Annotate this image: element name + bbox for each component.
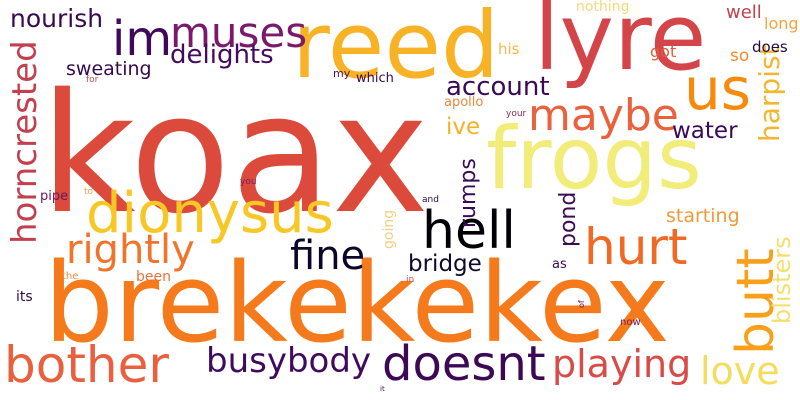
word-us: us	[684, 55, 751, 123]
word-sweating: sweating	[66, 58, 152, 80]
word-as: as	[552, 257, 567, 272]
word-maybe: maybe	[528, 90, 679, 141]
word-harpist: harpist	[753, 44, 786, 142]
word-so: so	[730, 46, 750, 66]
word-water: water	[672, 118, 738, 144]
word-your: your	[506, 109, 527, 119]
word-to: to	[84, 187, 94, 197]
word-apollo: apollo	[444, 95, 484, 110]
word-well: well	[726, 2, 762, 23]
word-got: got	[650, 42, 677, 61]
word-been: been	[136, 269, 171, 285]
word-for: for	[86, 75, 99, 85]
word-koax: koax	[40, 58, 430, 250]
word-horncrested: horncrested	[5, 40, 45, 244]
word-the: the	[62, 271, 79, 282]
word-ive: ive	[446, 114, 481, 140]
word-in: in	[406, 275, 415, 285]
word-my: my	[333, 67, 351, 80]
word-nourish: nourish	[10, 4, 104, 33]
word-muses: muses	[170, 8, 308, 57]
word-starting: starting	[666, 205, 740, 227]
word-pond: pond	[556, 191, 581, 247]
word-hurt: hurt	[584, 218, 688, 276]
word-rightly: rightly	[66, 227, 195, 273]
word-lyre: lyre	[534, 0, 707, 91]
word-bridge: bridge	[408, 251, 482, 277]
word-account: account	[446, 72, 550, 102]
word-of: of	[577, 300, 586, 308]
word-im: im	[112, 11, 173, 67]
word-brekekekex: brekekekex	[44, 239, 670, 367]
word-its: its	[16, 289, 33, 305]
word-his: his	[498, 40, 520, 58]
word-which: which	[356, 71, 394, 86]
word-dionysus: dionysus	[86, 181, 334, 246]
word-does: does	[752, 38, 788, 56]
word-rumps: rumps	[456, 158, 481, 228]
word-now: now	[620, 317, 641, 328]
word-bother: bother	[4, 336, 169, 394]
word-frogs: frogs	[486, 109, 702, 209]
word-busybody: busybody	[206, 341, 372, 381]
word-fine: fine	[290, 233, 366, 279]
word-long: long	[764, 14, 799, 33]
word-love: love	[700, 349, 780, 393]
word-you: you	[240, 177, 257, 187]
word-delights: delights	[170, 40, 274, 70]
word-nothing: nothing	[576, 0, 630, 15]
word-playing: playing	[552, 342, 692, 386]
word-reed: reed	[292, 0, 500, 99]
word-blisters: blisters	[768, 236, 796, 324]
word-it: it	[380, 385, 385, 393]
word-hell: hell	[422, 201, 516, 261]
word-and: and	[422, 195, 439, 205]
word-doesnt: doesnt	[382, 336, 546, 392]
word-going: going	[381, 209, 397, 249]
word-pipe: pipe	[40, 189, 69, 204]
